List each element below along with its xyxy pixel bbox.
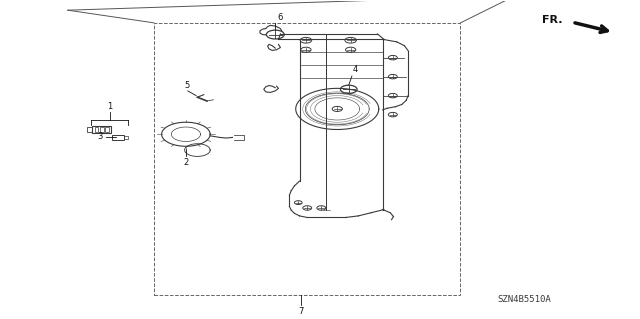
Bar: [105, 127, 109, 132]
Text: 3: 3: [97, 132, 102, 141]
Text: SZN4B5510A: SZN4B5510A: [497, 295, 551, 304]
Text: FR.: FR.: [542, 15, 563, 25]
Bar: [113, 135, 124, 140]
Text: 1: 1: [108, 102, 113, 111]
Bar: [92, 126, 111, 133]
Text: 5: 5: [184, 81, 189, 90]
Bar: [95, 127, 99, 132]
Bar: [100, 127, 104, 132]
Text: 4: 4: [353, 65, 358, 74]
Text: 7: 7: [298, 307, 303, 316]
Text: 6: 6: [278, 13, 284, 22]
Bar: [124, 136, 128, 139]
Text: 2: 2: [183, 158, 189, 167]
Bar: [87, 127, 92, 132]
Bar: [154, 23, 461, 295]
